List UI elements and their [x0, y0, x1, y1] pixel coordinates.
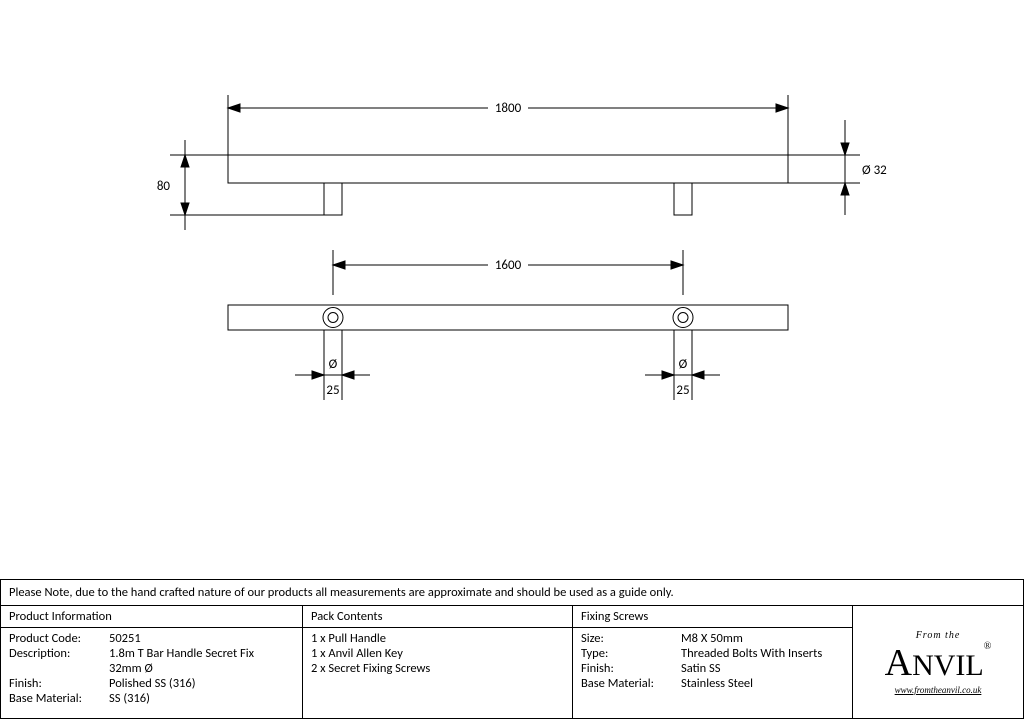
dim-leg-dia-right: 25: [676, 383, 689, 398]
svg-text:Ø: Ø: [329, 357, 338, 372]
product-info-header: Product Information: [1, 606, 302, 628]
note-text: Please Note, due to the hand crafted nat…: [0, 579, 1024, 605]
pack-contents-col: Pack Contents 1 x Pull Handle1 x Anvil A…: [303, 606, 573, 718]
fixing-screws-row: Base Material:Stainless Steel: [581, 676, 844, 691]
pack-contents-item: 2 x Secret Fixing Screws: [311, 661, 564, 676]
info-panel: Please Note, due to the hand crafted nat…: [0, 579, 1024, 719]
pack-contents-item: 1 x Anvil Allen Key: [311, 646, 564, 661]
svg-text:Ø: Ø: [679, 357, 688, 372]
technical-drawing: 1800 80 Ø 32 1600 Ø: [0, 0, 1024, 560]
brand-logo: From the ANVIL® www.fromtheanvil.co.uk: [885, 630, 992, 695]
dim-height: 80: [157, 179, 171, 194]
fixing-screws-row: Type:Threaded Bolts With Inserts: [581, 646, 844, 661]
pack-contents-item: 1 x Pull Handle: [311, 631, 564, 646]
fixing-screws-row: Finish:Satin SS: [581, 661, 844, 676]
product-info-row: 32mm Ø: [9, 661, 294, 676]
fixing-screws-header: Fixing Screws: [573, 606, 852, 628]
product-info-row: Product Code:50251: [9, 631, 294, 646]
product-info-row: Base Material:SS (316): [9, 691, 294, 706]
pack-contents-header: Pack Contents: [303, 606, 572, 628]
product-info-row: Description:1.8m T Bar Handle Secret Fix: [9, 646, 294, 661]
product-info-col: Product Information Product Code:50251De…: [1, 606, 303, 718]
logo-col: From the ANVIL® www.fromtheanvil.co.uk: [853, 606, 1023, 718]
fixing-screws-row: Size:M8 X 50mm: [581, 631, 844, 646]
product-info-row: Finish:Polished SS (316): [9, 676, 294, 691]
dim-leg-dia-left: 25: [326, 383, 339, 398]
fixing-screws-col: Fixing Screws Size:M8 X 50mmType:Threade…: [573, 606, 853, 718]
dim-hole-centres: 1600: [495, 258, 522, 273]
dim-bar-dia: Ø 32: [862, 163, 887, 178]
dim-overall-length: 1800: [495, 101, 522, 116]
